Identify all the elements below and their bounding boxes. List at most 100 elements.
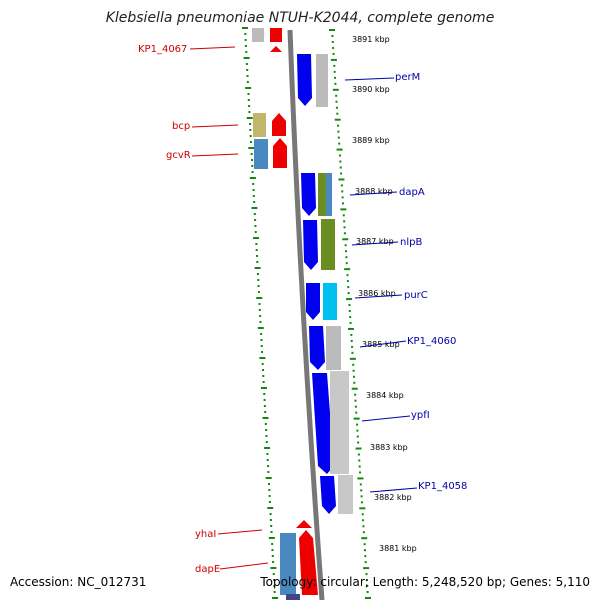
scale-dot [359,483,362,486]
scale-dot [269,513,272,515]
scale-dot [250,153,253,155]
gene-kp1-4060-arrow[interactable] [309,326,325,370]
gene-kp1-4058-box[interactable] [338,475,353,514]
scale-dot [255,249,258,251]
scale-dot [362,525,365,528]
scale-dot [351,345,354,348]
tick-label: 3888 kbp [355,187,393,196]
scale-dot [261,363,264,365]
gene-arrow-top-red[interactable] [270,28,282,42]
gene-bcp-arrow[interactable] [272,113,286,136]
gene-ypfI-box[interactable] [330,371,349,474]
scale-dot [362,519,365,522]
scale-dot [363,549,366,552]
gene-label-nlpb[interactable]: nlpB [400,237,422,248]
scale-dot [341,202,344,205]
right-scale-ring [329,29,371,599]
gene-dapE-box[interactable] [280,533,296,595]
scale-dot [332,52,335,55]
scale-dot [244,39,247,41]
scale-tick [363,567,370,570]
scale-tick [332,88,339,91]
gene-label-ypfi[interactable]: ypfI [411,410,430,421]
scale-tick [259,357,266,359]
scale-dot [246,69,249,71]
scale-dot [244,33,247,35]
scale-dot [366,585,369,588]
scale-dot [249,135,252,137]
scale-dot [354,393,357,396]
scale-dot [258,309,261,311]
scale-dot [333,64,336,67]
scale-dot [262,381,265,383]
scale-dot [340,184,343,187]
gene-label-dapa[interactable]: dapA [399,187,425,198]
scale-tick [338,178,345,181]
gene-bcp-box[interactable] [253,113,266,137]
gene-label-kp1-4058[interactable]: KP1_4058 [418,481,467,492]
scale-tick [270,567,277,569]
scale-dot [270,525,273,527]
gene-nlpB-box[interactable] [321,219,335,270]
scale-dot [247,93,250,95]
scale-dot [265,435,268,437]
scale-dot [249,123,252,125]
scale-dot [263,405,266,407]
gene-dapA-box-green[interactable] [318,173,326,216]
gene-gcvR-box[interactable] [254,139,268,169]
gene-purC-box[interactable] [323,283,337,320]
tick-label: 3887 kbp [356,237,394,246]
scale-dot [366,591,369,594]
gene-dapE-arrow[interactable] [299,530,318,595]
gene-label-perm[interactable]: perM [395,72,420,83]
scale-dot [332,46,335,49]
scale-dot [255,243,258,245]
scale-dot [338,142,341,145]
gene-dapA-arrow[interactable] [301,173,316,216]
scale-dot [257,285,260,287]
gene-dapA-box-blue[interactable] [326,173,332,216]
gene-nlpB-arrow[interactable] [303,220,318,270]
scale-dot [356,429,359,432]
gene-label-yhai[interactable]: yhaI [195,529,216,540]
gene-label-kp1-4067[interactable]: KP1_4067 [138,44,187,55]
scale-dot [273,591,276,593]
scale-dot [362,531,365,534]
gene-bottom-dark-box[interactable] [286,594,300,600]
scale-dot [246,81,249,83]
scale-tick [340,208,347,211]
scale-dot [267,465,270,467]
scale-dot [356,423,359,426]
leader-line [359,340,407,348]
scale-dot [271,543,274,545]
gene-perM-arrow[interactable] [297,54,312,106]
scale-dot [250,141,252,143]
scale-dot [259,321,262,323]
scale-dot [258,303,261,305]
gene-label-purc[interactable]: purC [404,290,428,301]
gene-label-gcvr[interactable]: gcvR [166,150,191,161]
gene-gcvR-arrow[interactable] [273,138,287,168]
gene-label-kp1-4060[interactable]: KP1_4060 [407,336,456,347]
gene-yhaI-arrow[interactable] [296,520,312,528]
gene-kp1-4060-box[interactable] [326,326,341,370]
map-title: Klebsiella pneumoniae NTUH-K2044, comple… [106,10,495,26]
scale-dot [360,495,363,498]
gene-kp1-4058-arrow[interactable] [320,476,336,514]
gene-perM-box[interactable] [316,54,328,107]
scale-dot [353,381,356,384]
scale-tick [329,29,335,31]
scale-tick [251,207,258,209]
gene-ypfI-arrow[interactable] [312,373,334,474]
scale-dot [256,261,259,263]
scale-dot [252,189,255,191]
gene-label-dape[interactable]: dapE [195,564,220,575]
scale-dot [363,543,366,546]
gene-label-bcp[interactable]: bcp [172,121,190,132]
scale-dot [354,399,357,402]
scale-dot [364,555,367,558]
gene-purC-arrow[interactable] [306,283,320,320]
gene-block-top-gray[interactable] [252,28,264,42]
scale-tick [256,297,263,299]
gene-arrow-kp1-4067[interactable] [270,46,282,52]
